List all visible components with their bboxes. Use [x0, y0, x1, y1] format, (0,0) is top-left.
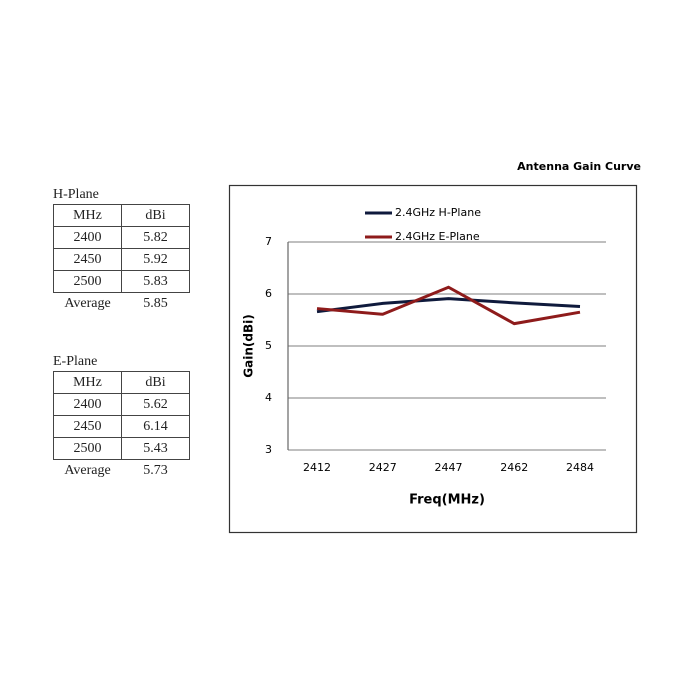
table-title: H-Plane: [53, 187, 99, 202]
table: MHz dBi 2400 5.82 2450 5.92 2500 5.83 Average 5.8…: [53, 204, 190, 314]
chart-frame: [228, 184, 638, 534]
cell: 5.73: [143, 462, 168, 478]
row: 2500 5.43: [53, 437, 190, 460]
y-tick-label: 3: [265, 443, 272, 456]
x-axis-label: Freq(MHz): [409, 493, 485, 508]
table: MHz dBi 2400 5.62 2450 6.14 2500 5.43 Average 5.7…: [53, 371, 190, 481]
cell: Average: [64, 295, 111, 311]
series-line: [316, 285, 581, 326]
legend-label: 2.4GHz E-Plane: [395, 230, 480, 243]
series-line: [316, 297, 581, 314]
table-title: E-Plane: [53, 354, 98, 369]
cell: Average: [64, 462, 111, 478]
average-row: Average 5.85: [54, 293, 190, 315]
average-row: Average 5.73: [54, 460, 190, 482]
y-tick-label: 4: [265, 391, 272, 404]
x-tick-label: 2447: [435, 461, 463, 474]
x-tick-label: 2412: [303, 461, 331, 474]
chart-title: Antenna Gain Curve: [517, 160, 641, 173]
x-tick-label: 2462: [500, 461, 528, 474]
cell: 5.92: [121, 248, 190, 271]
e-plane-table: E-Plane MHz dBi 2400 5.62 2450 6.14 2500 5.43 Ave…: [53, 353, 190, 481]
row: 2400 5.62: [53, 393, 190, 416]
y-tick-label: 5: [265, 339, 272, 352]
cell: 5.83: [121, 270, 190, 293]
x-tick-label: 2427: [369, 461, 397, 474]
h-plane-table: H-Plane MHz dBi 2400 5.82 2450 5.92 2500 5.83 Ave…: [53, 186, 190, 314]
row: 2450 5.92: [53, 248, 190, 271]
cell: 5.43: [121, 437, 190, 460]
y-tick-label: 6: [265, 287, 272, 300]
cell: 5.85: [143, 295, 168, 311]
legend-label: 2.4GHz H-Plane: [395, 206, 481, 219]
x-tick-label: 2484: [566, 461, 594, 474]
y-axis-label: Gain(dBi): [242, 314, 256, 377]
y-tick-label: 7: [265, 235, 272, 248]
cell: dBi: [121, 204, 190, 227]
cell: 2400: [53, 393, 122, 416]
row: 2500 5.83: [53, 270, 190, 293]
header-row: MHz dBi: [53, 204, 190, 227]
